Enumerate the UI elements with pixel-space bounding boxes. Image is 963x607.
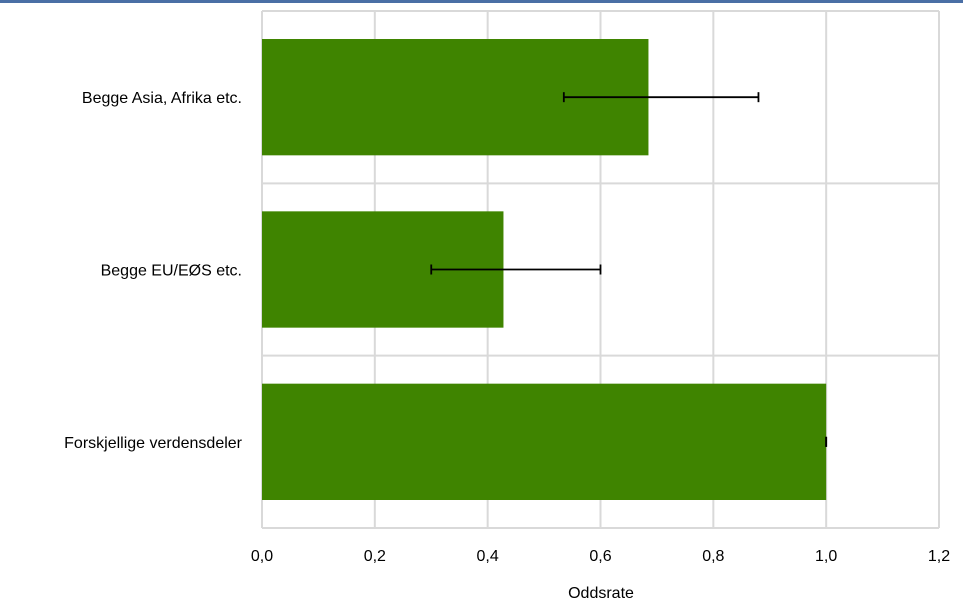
x-tick-label: 1,2	[928, 548, 950, 565]
x-tick-label: 0,4	[477, 548, 499, 565]
error-bar-layer	[430, 92, 828, 447]
error-bar	[562, 92, 760, 103]
x-tick-label: 1,0	[815, 548, 837, 565]
category-label: Forskjellige verdensdeler	[64, 435, 243, 452]
category-label: Begge EU/EØS etc.	[101, 263, 242, 280]
x-tick-label: 0,8	[702, 548, 724, 565]
x-tick-label: 0,0	[251, 548, 273, 565]
x-tick-label: 0,2	[364, 548, 386, 565]
x-tick-labels: 0,0 0,2 0,4 0,6 0,8 1,0 1,2	[251, 548, 950, 565]
category-label: Begge Asia, Afrika etc.	[82, 90, 242, 107]
error-bar	[430, 264, 602, 275]
x-tick-label: 0,6	[589, 548, 611, 565]
category-labels: Begge Asia, Afrika etc. Begge EU/EØS etc.…	[64, 90, 243, 452]
x-axis-title: Oddsrate	[568, 585, 634, 602]
bar	[262, 383, 827, 500]
